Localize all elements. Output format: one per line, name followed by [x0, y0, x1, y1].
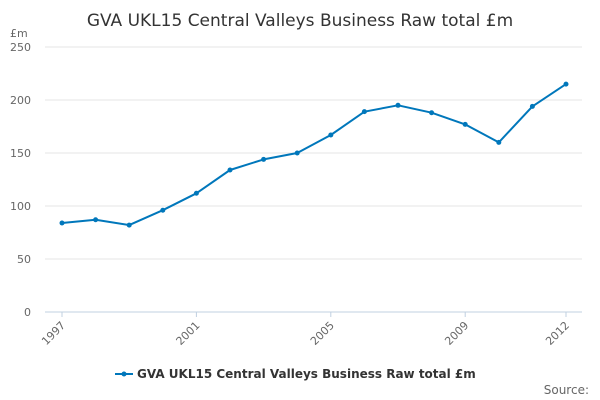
- x-tick-label: 2012: [543, 319, 572, 348]
- legend[interactable]: GVA UKL15 Central Valleys Business Raw t…: [115, 367, 476, 381]
- y-tick-label: 100: [10, 200, 31, 213]
- data-point[interactable]: [328, 132, 334, 138]
- data-point[interactable]: [160, 207, 166, 213]
- data-point[interactable]: [429, 110, 435, 116]
- data-point[interactable]: [563, 81, 569, 87]
- source-label: Source:: [544, 383, 589, 397]
- data-point[interactable]: [361, 109, 367, 115]
- data-point[interactable]: [59, 220, 65, 226]
- y-axis-unit-label: £m: [10, 27, 28, 40]
- y-tick-label: 250: [10, 41, 31, 54]
- y-tick-label: 50: [17, 253, 31, 266]
- x-tick-label: 2001: [174, 319, 203, 348]
- y-tick-label: 150: [10, 147, 31, 160]
- data-point[interactable]: [462, 121, 468, 127]
- data-point[interactable]: [529, 103, 535, 109]
- chart-title: GVA UKL15 Central Valleys Business Raw t…: [87, 11, 513, 31]
- x-tick-label: 2005: [308, 319, 337, 348]
- data-point[interactable]: [395, 102, 401, 108]
- y-tick-label: 0: [24, 306, 31, 319]
- y-axis-ticks: 0 50 100 150 200 250: [10, 41, 31, 319]
- series-line: [61, 83, 567, 227]
- data-point[interactable]: [496, 139, 502, 145]
- x-tick-label: 2009: [442, 319, 471, 348]
- data-point[interactable]: [126, 222, 132, 228]
- legend-point-marker: [121, 371, 127, 377]
- data-point[interactable]: [261, 156, 267, 162]
- x-axis-ticks: 1997 2001 2005 2009 2012: [39, 312, 572, 348]
- legend-item-label[interactable]: GVA UKL15 Central Valleys Business Raw t…: [137, 367, 476, 381]
- y-gridlines: [45, 46, 582, 260]
- data-point[interactable]: [193, 190, 199, 196]
- data-point[interactable]: [294, 150, 300, 156]
- data-point[interactable]: [93, 217, 99, 223]
- x-tick-label: 1997: [39, 319, 68, 348]
- y-tick-label: 200: [10, 94, 31, 107]
- data-point[interactable]: [227, 167, 233, 173]
- series-layer: [59, 81, 569, 228]
